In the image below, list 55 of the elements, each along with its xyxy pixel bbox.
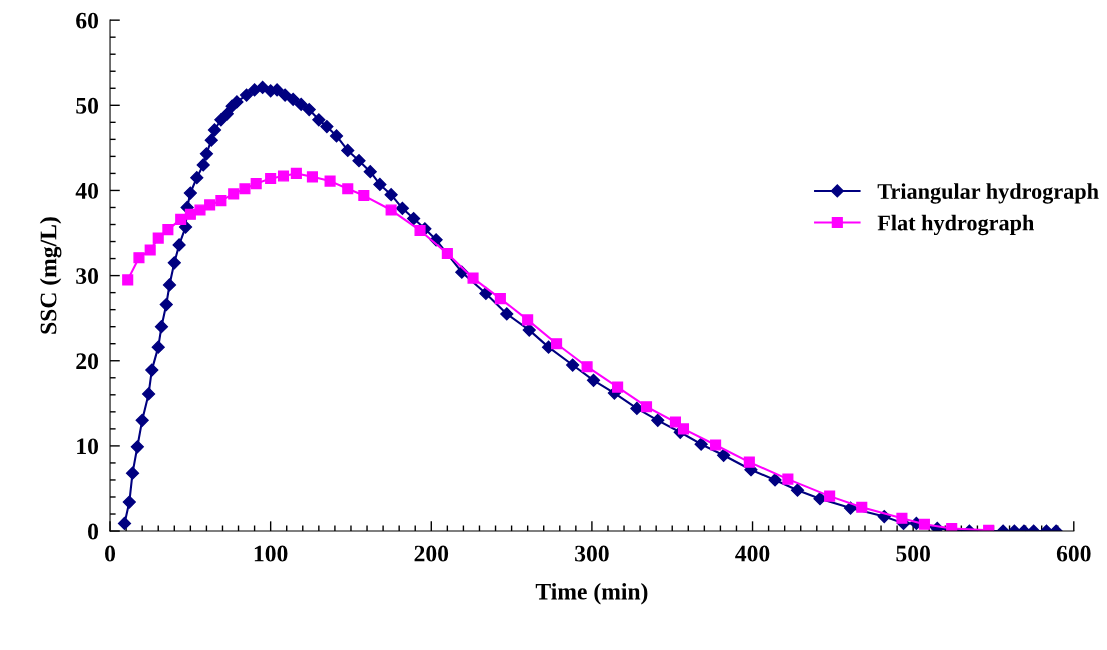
point bbox=[162, 224, 174, 236]
y-tick-label: 0 bbox=[88, 523, 99, 540]
point bbox=[194, 204, 206, 216]
point bbox=[385, 204, 397, 216]
point bbox=[710, 439, 722, 451]
y-tick-label: 40 bbox=[75, 182, 99, 199]
x-tick-label: 400 bbox=[735, 545, 770, 562]
point bbox=[306, 171, 318, 183]
point bbox=[324, 175, 336, 187]
point bbox=[265, 172, 277, 185]
point bbox=[522, 314, 534, 326]
point bbox=[144, 244, 156, 256]
point bbox=[175, 213, 187, 225]
x-tick-label: 500 bbox=[896, 545, 930, 562]
x-axis-title: Time (min) bbox=[535, 583, 648, 605]
point bbox=[277, 170, 290, 182]
point bbox=[896, 512, 908, 524]
point bbox=[782, 473, 794, 485]
point bbox=[133, 252, 145, 264]
point bbox=[918, 518, 930, 530]
point bbox=[581, 361, 593, 373]
legend-label: Triangular hydrograph bbox=[877, 183, 1099, 204]
point bbox=[640, 401, 653, 413]
point bbox=[358, 190, 370, 202]
point bbox=[677, 423, 690, 435]
y-axis-title: SSC (mg/L) bbox=[39, 217, 62, 334]
point bbox=[612, 381, 624, 393]
point bbox=[856, 501, 868, 513]
y-tick-label: 30 bbox=[76, 268, 99, 285]
x-tick-label: 200 bbox=[414, 545, 449, 562]
point bbox=[152, 232, 164, 244]
x-tick-label: 0 bbox=[105, 545, 116, 562]
x-tick-label: 600 bbox=[1056, 545, 1091, 562]
point bbox=[228, 188, 240, 200]
y-tick-label: 10 bbox=[77, 438, 99, 455]
point bbox=[122, 274, 134, 286]
point bbox=[342, 183, 354, 195]
point bbox=[467, 272, 479, 284]
x-tick-label: 300 bbox=[575, 545, 609, 562]
x-tick-label: 100 bbox=[254, 545, 288, 562]
point bbox=[494, 293, 506, 305]
legend-label: Flat hydrograph bbox=[877, 214, 1035, 236]
point bbox=[441, 247, 453, 260]
point bbox=[215, 195, 227, 207]
point bbox=[414, 224, 426, 237]
point bbox=[250, 178, 262, 190]
point bbox=[290, 167, 302, 179]
point bbox=[239, 183, 251, 195]
y-tick-label: 60 bbox=[76, 12, 99, 29]
y-tick-label: 20 bbox=[76, 353, 99, 370]
point bbox=[743, 456, 755, 468]
point bbox=[824, 490, 836, 502]
y-tick-label: 50 bbox=[76, 97, 99, 114]
point bbox=[204, 199, 216, 211]
point bbox=[551, 338, 563, 350]
